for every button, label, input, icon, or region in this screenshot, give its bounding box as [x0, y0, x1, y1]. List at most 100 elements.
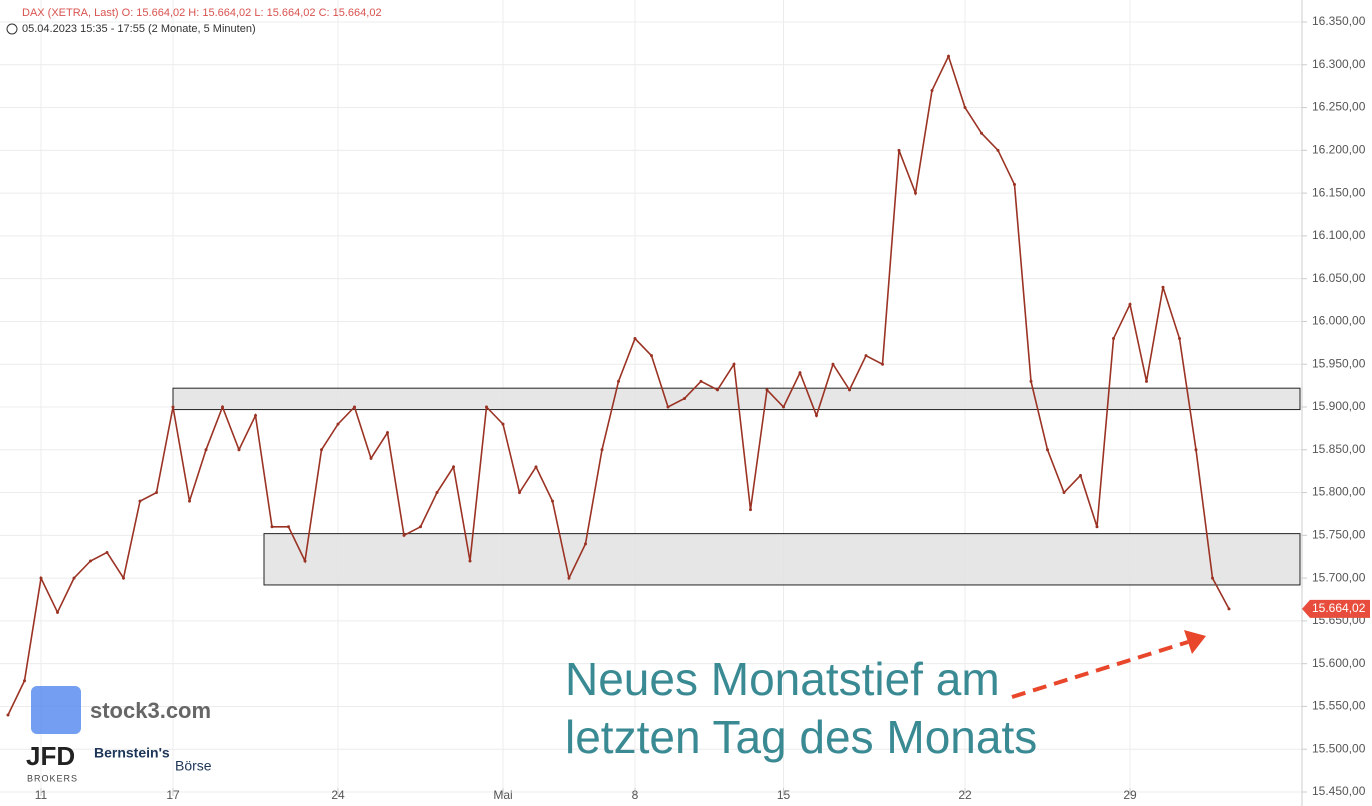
price-point: [666, 405, 670, 409]
price-point: [749, 508, 752, 512]
price-point: [402, 533, 406, 537]
y-tick-label: 15.750,00: [1312, 528, 1366, 542]
y-tick-label: 15.950,00: [1312, 356, 1366, 370]
y-tick-label: 16.050,00: [1312, 271, 1366, 285]
price-point: [914, 191, 917, 195]
price-point: [72, 576, 76, 580]
price-point: [567, 576, 571, 580]
x-tick-label: 17: [166, 788, 180, 802]
x-tick-label: 8: [632, 788, 639, 802]
y-tick-label: 15.900,00: [1312, 399, 1366, 413]
logo-text: JFD: [26, 741, 75, 771]
price-point: [1227, 607, 1231, 611]
price-point: [89, 559, 92, 563]
price-point: [534, 465, 538, 469]
x-tick-label: 15: [777, 788, 791, 802]
price-point: [1211, 576, 1214, 580]
logo-text: BROKERS: [27, 773, 78, 783]
last-price-badge: [1302, 599, 1370, 618]
arrow: [1011, 640, 1189, 699]
y-tick-label: 16.150,00: [1312, 185, 1366, 199]
y-tick-label: 16.250,00: [1312, 100, 1366, 114]
price-point: [996, 148, 1000, 152]
price-point: [204, 448, 208, 452]
price-point: [551, 499, 554, 503]
x-tick-label: 22: [958, 788, 972, 802]
price-point: [369, 456, 373, 460]
price-point: [452, 465, 455, 469]
price-point: [56, 610, 59, 614]
price-point: [435, 491, 439, 495]
price-point: [1013, 183, 1016, 187]
subheader: 05.04.2023 15:35 - 17:55 (2 Monate, 5 Mi…: [22, 23, 256, 35]
y-tick-label: 15.800,00: [1312, 485, 1366, 499]
price-point: [947, 54, 950, 58]
price-point: [864, 354, 868, 358]
price-point: [963, 106, 967, 110]
price-point: [485, 405, 488, 409]
y-tick-label: 15.500,00: [1312, 741, 1366, 755]
price-point: [650, 354, 653, 358]
arrow-head: [1184, 630, 1206, 654]
price-point: [897, 148, 901, 152]
price-point: [1112, 337, 1115, 341]
y-tick-label: 15.700,00: [1312, 570, 1366, 584]
x-tick-label: 24: [331, 788, 345, 802]
price-point: [584, 542, 587, 546]
y-tick-label: 15.550,00: [1312, 699, 1366, 713]
price-point: [188, 499, 191, 503]
price-point: [732, 362, 736, 366]
price-point: [1062, 491, 1066, 495]
price-point: [468, 559, 472, 563]
x-tick-label: Mai: [493, 788, 512, 802]
price-point: [1161, 285, 1165, 289]
price-point: [303, 559, 307, 563]
price-point: [617, 379, 620, 383]
annotation: Neues Monatstief am: [565, 653, 1000, 705]
price-point: [1046, 448, 1049, 452]
x-tick-label: 29: [1123, 788, 1137, 802]
clock-icon: [6, 23, 18, 35]
annotation: letzten Tag des Monats: [565, 711, 1037, 763]
price-point: [221, 405, 224, 409]
price-point: [699, 379, 703, 383]
y-tick-label: 16.350,00: [1312, 14, 1366, 28]
price-point: [336, 422, 340, 426]
price-point: [716, 388, 719, 392]
price-point: [1029, 379, 1033, 383]
y-tick-label: 15.600,00: [1312, 656, 1366, 670]
header: DAX (XETRA, Last) O: 15.664,02 H: 15.664…: [22, 7, 382, 19]
price-point: [815, 414, 818, 418]
last-price-label: 15.664,02: [1312, 601, 1366, 615]
y-tick-label: 15.850,00: [1312, 442, 1366, 456]
y-tick-label: 15.450,00: [1312, 784, 1366, 798]
price-point: [237, 448, 241, 452]
price-point: [122, 576, 125, 580]
price-point: [930, 88, 934, 92]
price-point: [600, 448, 604, 452]
y-tick-label: 16.300,00: [1312, 57, 1366, 71]
price-point: [353, 405, 356, 409]
price-point: [980, 131, 983, 135]
y-tick-label: 16.200,00: [1312, 143, 1366, 157]
price-point: [831, 362, 835, 366]
logo-text: Börse: [175, 758, 212, 774]
price-point: [1178, 337, 1181, 341]
price-point: [683, 396, 686, 400]
x-tick-label: 11: [35, 788, 48, 802]
price-point: [1194, 448, 1198, 452]
stock3-icon: [31, 686, 81, 734]
price-point: [1079, 473, 1082, 477]
price-point: [23, 679, 26, 683]
price-point: [633, 337, 637, 341]
price-point: [501, 422, 505, 426]
price-point: [155, 491, 158, 495]
price-point: [386, 431, 389, 435]
support-zone: [263, 533, 1301, 586]
price-point: [881, 362, 884, 366]
price-point: [320, 448, 323, 452]
price-point: [1095, 525, 1099, 529]
logo-text: stock3.com: [90, 698, 211, 723]
price-point: [105, 550, 109, 554]
